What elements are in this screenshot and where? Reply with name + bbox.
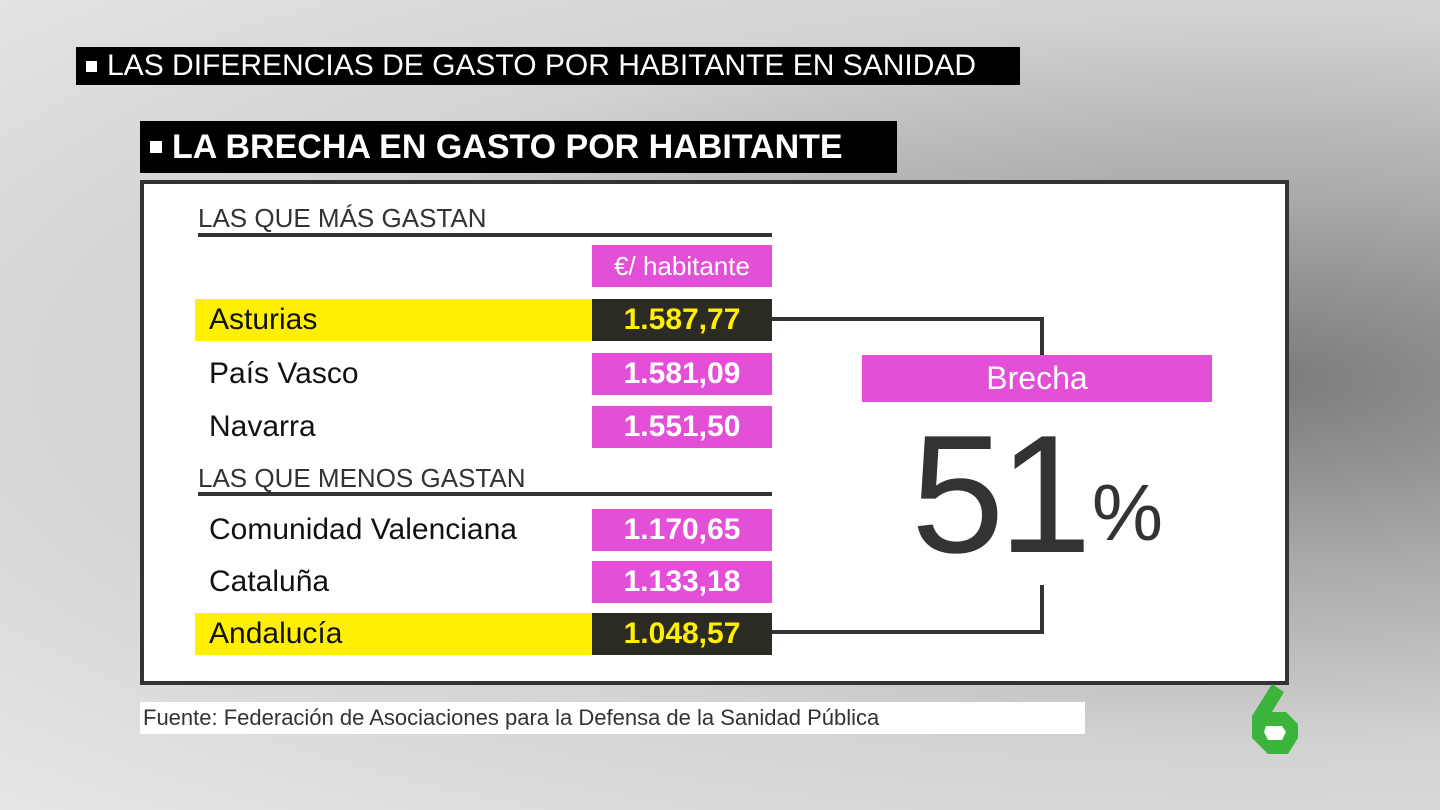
- gap-value: 51: [910, 399, 1092, 588]
- connector: [772, 630, 1044, 634]
- section-rule: [198, 233, 772, 237]
- section-title: LAS QUE MENOS GASTAN: [198, 463, 526, 493]
- connector: [772, 317, 1044, 321]
- top-title: LAS DIFERENCIAS DE GASTO POR HABITANTE E…: [107, 49, 977, 82]
- row-label: Navarra: [195, 406, 592, 448]
- row-value: 1.048,57: [592, 613, 772, 655]
- section-title: LAS QUE MÁS GASTAN: [198, 203, 487, 233]
- row-label: Cataluña: [195, 561, 592, 603]
- channel-logo: [1252, 684, 1298, 754]
- section-rule: [198, 492, 772, 496]
- row-label: Andalucía: [195, 613, 592, 655]
- gap-label: Brecha: [862, 355, 1212, 402]
- row-value: 1.133,18: [592, 561, 772, 603]
- row-label: Comunidad Valenciana: [195, 509, 592, 551]
- row-value: 1.170,65: [592, 509, 772, 551]
- column-header: €/ habitante: [592, 245, 772, 287]
- row-value: 1.551,50: [592, 406, 772, 448]
- gap-box: 51%: [862, 402, 1212, 585]
- top-title-bar: LAS DIFERENCIAS DE GASTO POR HABITANTE E…: [76, 47, 1020, 85]
- gap-unit: %: [1091, 468, 1163, 557]
- row-label: País Vasco: [195, 353, 592, 395]
- source: Fuente: Federación de Asociaciones para …: [140, 702, 1085, 734]
- row-value: 1.581,09: [592, 353, 772, 395]
- connector: [1040, 317, 1044, 355]
- subtitle: LA BRECHA EN GASTO POR HABITANTE: [172, 127, 843, 166]
- row-value: 1.587,77: [592, 299, 772, 341]
- connector: [1040, 585, 1044, 634]
- subtitle-bar: LA BRECHA EN GASTO POR HABITANTE: [140, 121, 897, 173]
- row-label: Asturias: [195, 299, 592, 341]
